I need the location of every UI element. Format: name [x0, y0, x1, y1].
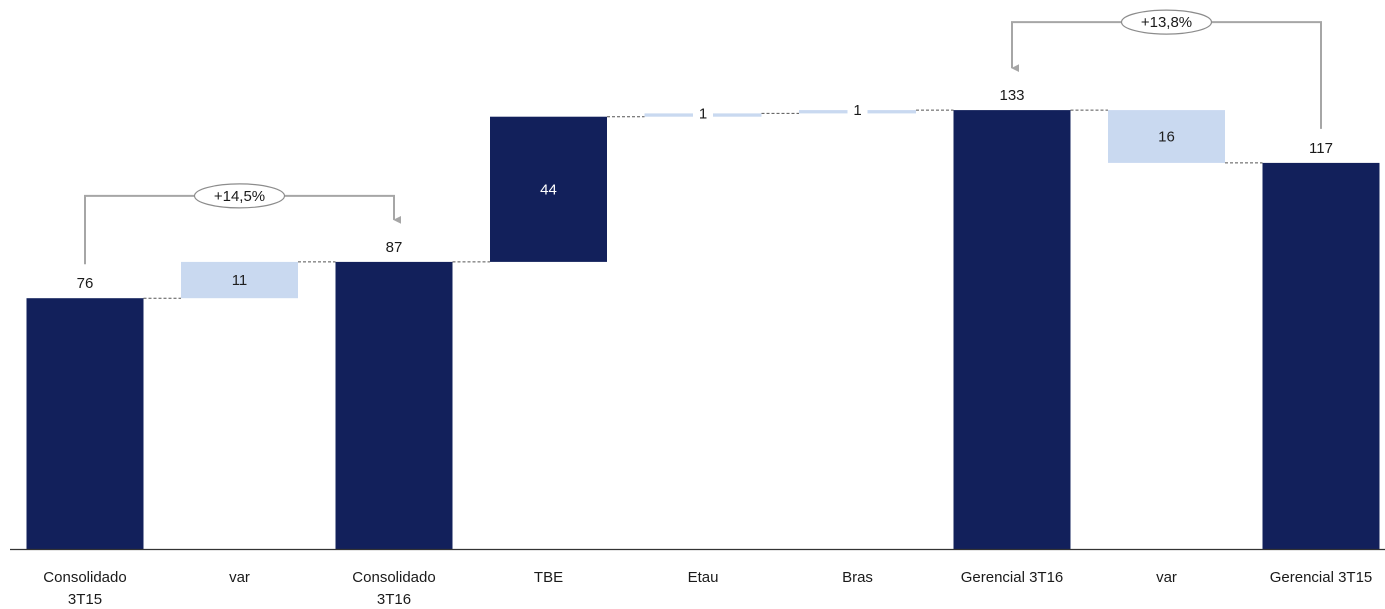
data-label-6: 133 — [999, 87, 1024, 104]
data-label-5: 1 — [853, 102, 861, 119]
category-label-2: Consolidado 3T16 — [352, 569, 435, 608]
category-label-line: Consolidado — [43, 569, 126, 586]
growth-label-1: +13,8% — [1141, 14, 1192, 31]
category-label-8: Gerencial 3T15 — [1270, 569, 1373, 586]
category-label-line: Consolidado — [352, 569, 435, 586]
category-label-1: var — [229, 569, 250, 586]
data-label-7: 16 — [1158, 129, 1175, 146]
category-label-line: TBE — [534, 569, 563, 586]
data-label-0: 76 — [77, 275, 94, 292]
category-label-line: Gerencial 3T15 — [1270, 569, 1373, 586]
bar-7-delta — [1108, 110, 1225, 163]
bar-3-delta — [490, 116, 607, 262]
data-label-8: 117 — [1309, 140, 1333, 157]
data-label-background-4 — [693, 104, 713, 123]
data-label-4: 1 — [699, 105, 707, 122]
bar-2-total — [335, 261, 453, 549]
bar-0-total — [26, 298, 144, 549]
category-label-5: Bras — [842, 569, 873, 586]
category-label-line: Etau — [688, 569, 719, 586]
category-label-line: 3T16 — [377, 591, 411, 608]
data-label-1: 11 — [232, 272, 248, 289]
x-axis: Consolidado 3T15 var Consolidado 3T16 TBE Etau… — [10, 548, 1385, 608]
data-label-background-5 — [847, 101, 868, 120]
category-label-line: Gerencial 3T16 — [961, 569, 1064, 586]
category-label-7: var — [1156, 569, 1177, 586]
category-label-4: Etau — [688, 569, 719, 586]
data-label-2: 87 — [386, 239, 403, 256]
category-label-6: Gerencial 3T16 — [961, 569, 1064, 586]
connectors-layer — [143, 109, 1263, 299]
bars-layer — [26, 110, 1380, 549]
growth-label-0: +14,5% — [214, 188, 265, 205]
category-label-line: 3T15 — [68, 591, 102, 608]
category-label-line: Bras — [842, 569, 873, 586]
bar-8-total — [1262, 162, 1380, 549]
bar-6-total — [953, 110, 1071, 549]
data-label-3: 44 — [540, 181, 557, 198]
growth-badge-0 — [193, 183, 286, 209]
bar-1-delta — [181, 261, 298, 299]
category-label-0: Consolidado 3T15 — [43, 569, 126, 608]
annotations-layer: +14,5% +13,8% — [84, 9, 1322, 265]
growth-badge-1 — [1120, 9, 1213, 35]
category-label-3: TBE — [534, 569, 563, 586]
category-label-line: var — [229, 569, 250, 586]
category-label-line: var — [1156, 569, 1177, 586]
